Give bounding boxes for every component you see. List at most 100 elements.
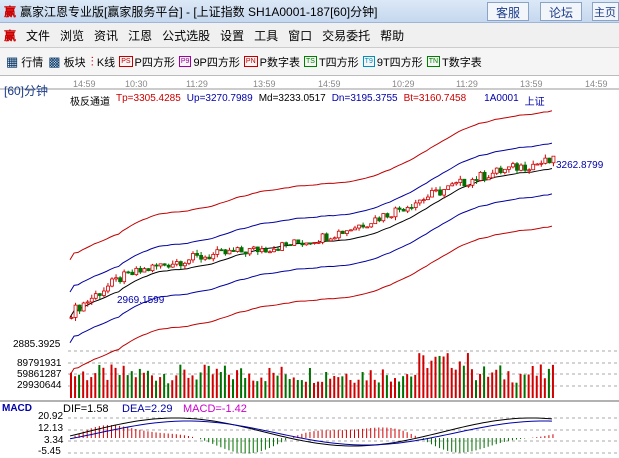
volume-bar <box>394 378 396 398</box>
forum-button[interactable]: 论坛 <box>540 2 583 21</box>
candle-body <box>106 285 110 292</box>
candle-body <box>519 164 523 171</box>
volume-bar <box>280 366 283 398</box>
toolbar-label: T数字表 <box>442 56 482 69</box>
candle-body <box>251 246 256 249</box>
service-button[interactable]: 客服 <box>487 2 530 21</box>
candle-body <box>385 213 390 218</box>
candle-body <box>442 189 447 196</box>
volume-bar <box>288 379 291 398</box>
candle-body <box>170 263 175 268</box>
volume-bar <box>142 372 145 398</box>
toolbar-pn-button[interactable]: PN P数字表 <box>243 54 300 70</box>
menu-window[interactable]: 窗口 <box>288 28 313 43</box>
candle-body <box>511 163 515 168</box>
toolbar-ts-button[interactable]: TS T四方形 <box>303 54 359 70</box>
toolbar: ▦ 行情 ▩ 板块 ⫶ K线 PS P四方形 P9 9P四方形 PN P数字表 TS T四方形 T9 9T四方… <box>0 47 619 76</box>
time-tick: 13:59 <box>253 79 276 89</box>
menu-settings[interactable]: 设置 <box>220 28 245 43</box>
volume-bar <box>446 353 449 398</box>
menu-formula[interactable]: 公式选股 <box>162 28 211 43</box>
candle-body <box>211 253 216 260</box>
toolbar-label: 行情 <box>21 56 44 69</box>
menu-gann[interactable]: 江恩 <box>128 28 153 43</box>
candle-body <box>361 224 366 228</box>
home-button[interactable]: 主页 <box>592 2 619 21</box>
menu-tools[interactable]: 工具 <box>254 28 279 43</box>
toolbar-candle-button[interactable]: ⫶ K线 <box>90 54 116 70</box>
candle-body <box>397 207 402 210</box>
candle-body <box>421 199 426 202</box>
candle-body <box>182 262 187 267</box>
volume-bar <box>515 382 518 398</box>
volume-bar <box>535 375 538 398</box>
candle-body <box>389 216 394 219</box>
toolbar-tn-button[interactable]: TN T数字表 <box>426 54 482 70</box>
volume-bar <box>523 374 526 398</box>
volume-bar <box>146 370 149 398</box>
volume-bar <box>454 369 457 398</box>
candle-body <box>227 249 232 255</box>
volume-bar <box>82 371 85 398</box>
toolbar-t9-button[interactable]: T9 9T四方形 <box>362 54 423 70</box>
volume-bar <box>422 355 425 398</box>
volume-axis-3: 29930644 <box>17 380 62 391</box>
bt-value: Bt=3160.7458 <box>403 93 467 104</box>
candle-body <box>474 179 479 181</box>
candle-body <box>89 297 94 303</box>
toolbar-ps-button[interactable]: PS P四方形 <box>119 54 175 70</box>
candle-body <box>118 277 122 283</box>
volume-bar <box>78 374 81 398</box>
menu-browse[interactable]: 浏览 <box>60 28 85 43</box>
toolbar-blocks-button[interactable]: ▩ 板块 <box>47 54 85 70</box>
period-label[interactable]: [60]分钟 <box>4 84 49 98</box>
candle-body <box>413 202 418 208</box>
outer-lower-band <box>69 225 553 376</box>
tn-icon: TN <box>426 56 441 67</box>
macd-title: MACD <box>2 403 32 414</box>
candle-body <box>369 223 374 228</box>
candle-body <box>353 227 357 231</box>
candle-body <box>543 157 548 164</box>
candle-body <box>336 230 341 239</box>
menu-logo-icon: 赢 <box>4 28 17 43</box>
candle-body <box>81 302 86 312</box>
toolbar-grid-button[interactable]: ▦ 行情 <box>5 54 43 70</box>
toolbar-label: P四方形 <box>134 56 175 69</box>
time-tick: 13:59 <box>520 79 543 89</box>
menu-trade[interactable]: 交易委托 <box>322 28 371 43</box>
volume-bar <box>389 381 392 398</box>
candle-body <box>195 253 199 256</box>
candle-body <box>263 248 268 253</box>
volume-bar <box>199 372 202 398</box>
volume-bar <box>365 380 368 398</box>
candle-body <box>292 239 297 246</box>
candle-body <box>425 196 430 201</box>
menu-file[interactable]: 文件 <box>26 28 51 43</box>
volume-bar <box>519 373 522 398</box>
low-price-mark: 2969.1599 <box>117 295 165 306</box>
volume-bar <box>547 368 550 398</box>
volume-bar <box>402 376 405 398</box>
volume-bar <box>466 353 469 398</box>
grid-icon: ▦ <box>6 54 19 69</box>
candle-body <box>316 241 321 244</box>
volume-bar <box>223 365 226 398</box>
candle-body <box>126 271 131 274</box>
candle-body <box>308 242 313 245</box>
menu-help[interactable]: 帮助 <box>380 28 405 43</box>
volume-bar <box>527 374 530 398</box>
menu-info[interactable]: 资讯 <box>94 28 119 43</box>
volume-bar <box>236 370 239 398</box>
volume-bar <box>227 374 230 398</box>
candle-body <box>494 167 499 174</box>
candle-body <box>340 230 345 234</box>
volume-bar <box>329 378 332 398</box>
toolbar-p9-button[interactable]: P9 9P四方形 <box>178 54 240 70</box>
md-value: Md=3233.0517 <box>258 93 326 104</box>
candle-body <box>235 247 240 252</box>
candle-body <box>470 179 475 186</box>
candle-body <box>446 185 451 190</box>
candle-body <box>296 239 301 244</box>
